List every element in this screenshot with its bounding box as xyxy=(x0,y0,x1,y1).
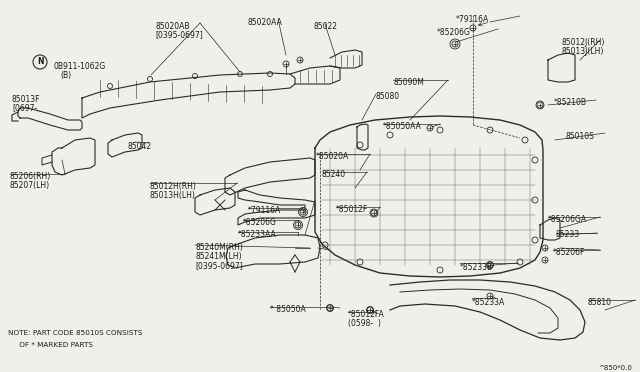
Text: NOTE: PART CODE 85010S CONSISTS: NOTE: PART CODE 85010S CONSISTS xyxy=(8,330,143,336)
Text: *85233A: *85233A xyxy=(472,298,505,307)
Text: (0598-  ): (0598- ) xyxy=(348,319,381,328)
Text: *85206G: *85206G xyxy=(243,218,277,227)
Text: 85080: 85080 xyxy=(376,92,400,101)
Text: (B): (B) xyxy=(60,71,71,80)
Text: [0395-0697]: [0395-0697] xyxy=(195,261,243,270)
Text: [0395-0697]: [0395-0697] xyxy=(155,30,203,39)
Text: 85042: 85042 xyxy=(127,142,151,151)
Text: 85010S: 85010S xyxy=(565,132,594,141)
Text: 85013J(LH): 85013J(LH) xyxy=(562,47,604,56)
Text: * 85050A: * 85050A xyxy=(270,305,306,314)
Text: *85050AA: *85050AA xyxy=(383,122,422,131)
Text: *85233AA: *85233AA xyxy=(238,230,276,239)
Text: N: N xyxy=(36,58,44,67)
Text: *85210B: *85210B xyxy=(554,98,587,107)
Text: *79116A: *79116A xyxy=(456,15,489,24)
Text: *85206GA: *85206GA xyxy=(548,215,587,224)
Text: *85012F: *85012F xyxy=(336,205,368,214)
Text: 85241M(LH): 85241M(LH) xyxy=(195,252,242,261)
Text: 85022: 85022 xyxy=(313,22,337,31)
Text: *85233B: *85233B xyxy=(460,263,493,272)
Text: 85012J(RH): 85012J(RH) xyxy=(562,38,605,47)
Text: 85233: 85233 xyxy=(555,230,579,239)
Text: OF * MARKED PARTS: OF * MARKED PARTS xyxy=(8,342,93,348)
Text: *85020A: *85020A xyxy=(316,152,349,161)
Text: *79116A: *79116A xyxy=(248,206,281,215)
Text: 0B911-1062G: 0B911-1062G xyxy=(54,62,106,71)
Text: 85206(RH): 85206(RH) xyxy=(10,172,51,181)
Text: 85090M: 85090M xyxy=(393,78,424,87)
Text: 85240M(RH): 85240M(RH) xyxy=(195,243,243,252)
Text: 85020AA: 85020AA xyxy=(248,18,283,27)
Text: 85240: 85240 xyxy=(322,170,346,179)
Text: 85810: 85810 xyxy=(588,298,612,307)
Text: [0697-: [0697- xyxy=(12,103,37,112)
Text: 85013F: 85013F xyxy=(12,95,40,104)
Text: 85012H(RH): 85012H(RH) xyxy=(150,182,197,191)
Text: ^850*0.0: ^850*0.0 xyxy=(598,365,632,371)
Text: 85020AB: 85020AB xyxy=(155,22,189,31)
Text: 85207(LH): 85207(LH) xyxy=(10,181,50,190)
Text: *85206G: *85206G xyxy=(437,28,471,37)
Text: 85013H(LH): 85013H(LH) xyxy=(150,191,196,200)
Text: *85206F: *85206F xyxy=(553,248,586,257)
Text: *85012FA: *85012FA xyxy=(348,310,385,319)
